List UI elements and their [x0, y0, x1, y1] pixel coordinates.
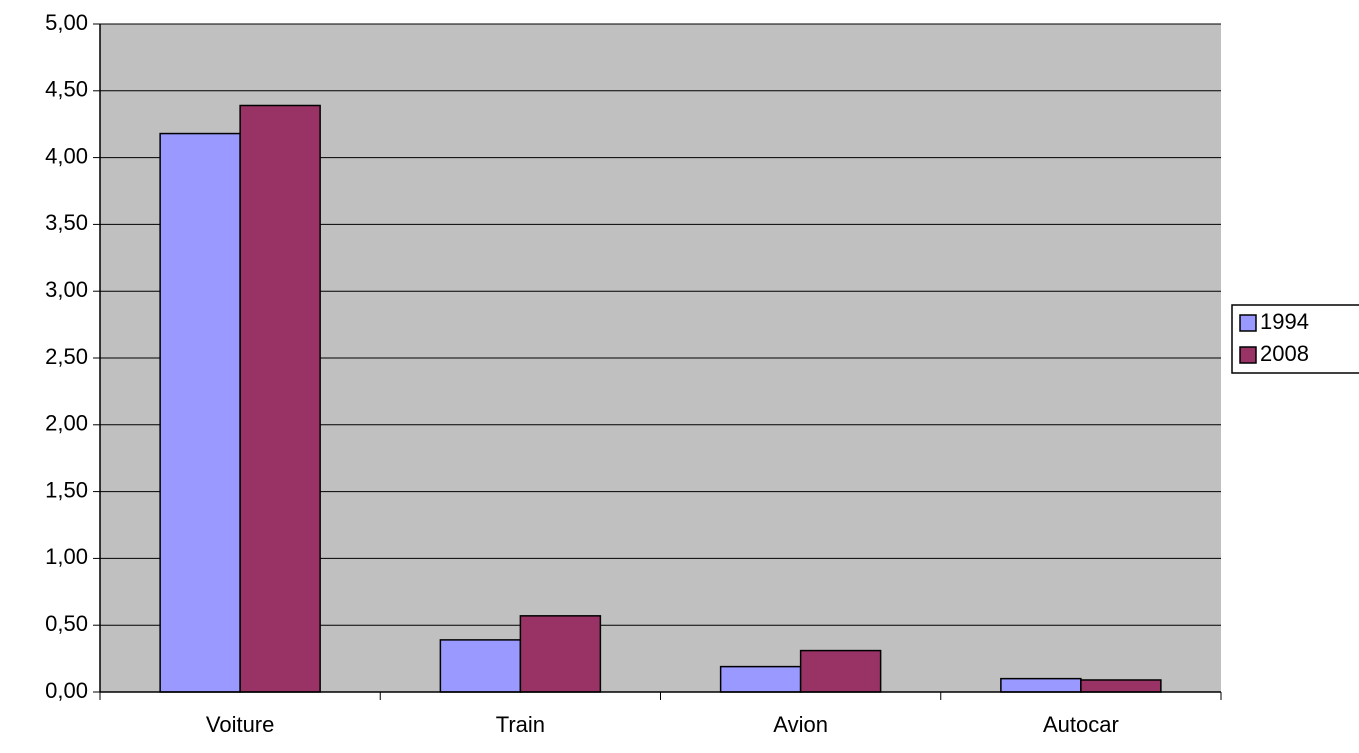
y-tick-label: 0,50 — [45, 611, 88, 636]
legend-label: 2008 — [1260, 341, 1309, 366]
bar — [719, 665, 802, 693]
bar — [1000, 677, 1082, 693]
y-tick-label: 1,50 — [45, 477, 88, 502]
y-tick-label: 5,00 — [45, 10, 88, 35]
y-tick-label: 2,50 — [45, 344, 88, 369]
bar — [1080, 679, 1162, 693]
legend-swatch — [1239, 314, 1257, 332]
bar — [439, 639, 522, 693]
y-tick-label: 0,00 — [45, 678, 88, 703]
y-tick-label: 4,00 — [45, 143, 88, 168]
bar — [239, 104, 321, 693]
x-tick-label: Autocar — [1043, 712, 1119, 737]
legend-label: 1994 — [1260, 309, 1309, 334]
legend-swatch — [1239, 346, 1257, 364]
y-tick-label: 3,00 — [45, 277, 88, 302]
x-tick-label: Voiture — [206, 712, 275, 737]
y-tick-label: 2,00 — [45, 411, 88, 436]
bar — [799, 649, 882, 693]
x-tick-label: Avion — [773, 712, 828, 737]
y-tick-label: 3,50 — [45, 210, 88, 235]
bar — [519, 615, 602, 693]
y-tick-label: 1,00 — [45, 544, 88, 569]
y-tick-label: 4,50 — [45, 77, 88, 102]
bar — [159, 132, 241, 693]
x-tick-label: Train — [496, 712, 545, 737]
